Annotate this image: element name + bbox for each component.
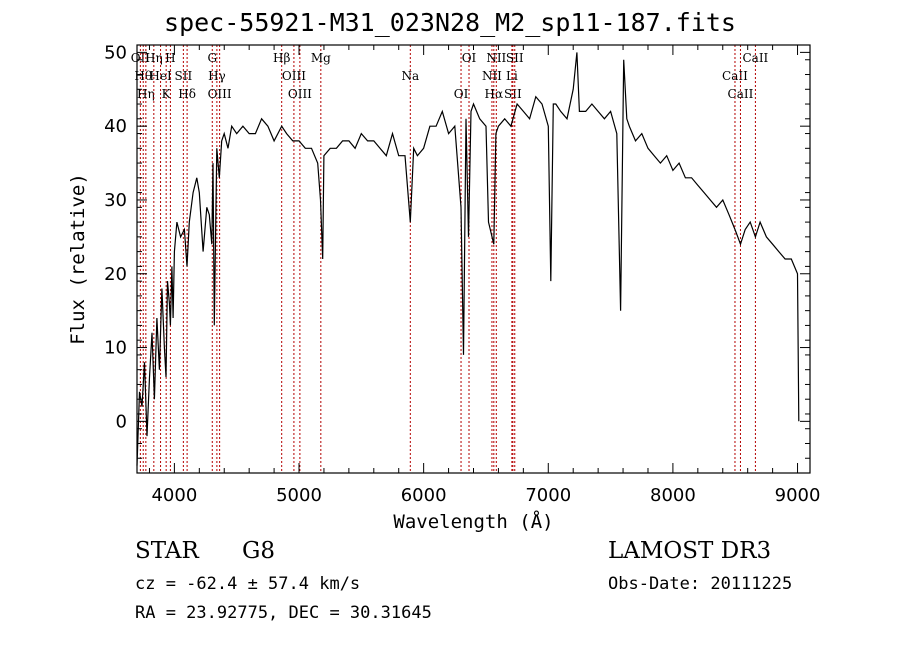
y-tick-label: 0	[116, 411, 127, 432]
line-label: OIII	[282, 69, 306, 83]
line-label: Hγ	[208, 69, 226, 83]
line-label: Li	[506, 69, 518, 83]
x-tick-label: 7000	[525, 485, 571, 506]
line-label: OIII	[208, 87, 232, 101]
line-label: NII	[486, 51, 506, 65]
y-tick-label: 30	[104, 190, 127, 211]
plot-frame	[136, 44, 811, 474]
line-label: SII	[504, 87, 522, 101]
line-label: Hα	[485, 87, 504, 101]
survey-label: LAMOST DR3	[608, 538, 772, 564]
obs-date-text: Obs-Date: 20111225	[608, 574, 793, 594]
line-label: NII	[482, 69, 502, 83]
line-label: OI	[462, 51, 477, 65]
coordinates-text: RA = 23.92775, DEC = 30.31645	[135, 603, 432, 623]
y-tick-label: 20	[104, 264, 127, 285]
line-label: CaII	[742, 51, 768, 65]
spectrum-line	[136, 52, 800, 466]
x-tick-label: 9000	[775, 485, 821, 506]
line-label: SII	[506, 51, 524, 65]
x-tick-label: 4000	[151, 485, 197, 506]
redshift-text: cz = -62.4 ± 57.4 km/s	[135, 574, 361, 594]
y-tick-label: 50	[104, 42, 127, 63]
line-label: G	[207, 51, 217, 65]
y-tick-label: 40	[104, 116, 127, 137]
line-label: Hη	[145, 51, 163, 65]
line-label: HeI	[149, 69, 172, 83]
line-label: Hδ	[178, 87, 196, 101]
line-label: CaII	[722, 69, 748, 83]
x-axis-label: Wavelength (Å)	[393, 510, 553, 533]
line-label: Hβ	[273, 51, 290, 65]
line-label: Hη	[137, 87, 155, 101]
object-subclass: G8	[242, 538, 276, 564]
y-axis-label: Flux (relative)	[67, 173, 89, 345]
y-tick-label: 10	[104, 338, 127, 359]
line-label: Mg	[311, 51, 331, 65]
x-tick-label: 6000	[401, 485, 447, 506]
line-label: Hθ	[134, 69, 152, 83]
line-label: Na	[401, 69, 419, 83]
line-label: CaII	[728, 87, 754, 101]
line-label: OI	[454, 87, 469, 101]
x-tick-label: 5000	[276, 485, 322, 506]
line-label: OIII	[288, 87, 312, 101]
x-tick-label: 8000	[650, 485, 696, 506]
chart-title: spec-55921-M31_023N28_M2_sp11-187.fits	[164, 8, 736, 37]
line-label: H	[165, 51, 175, 65]
line-label: SII	[175, 69, 193, 83]
line-label: K	[162, 87, 172, 101]
object-class: STAR	[135, 538, 199, 564]
